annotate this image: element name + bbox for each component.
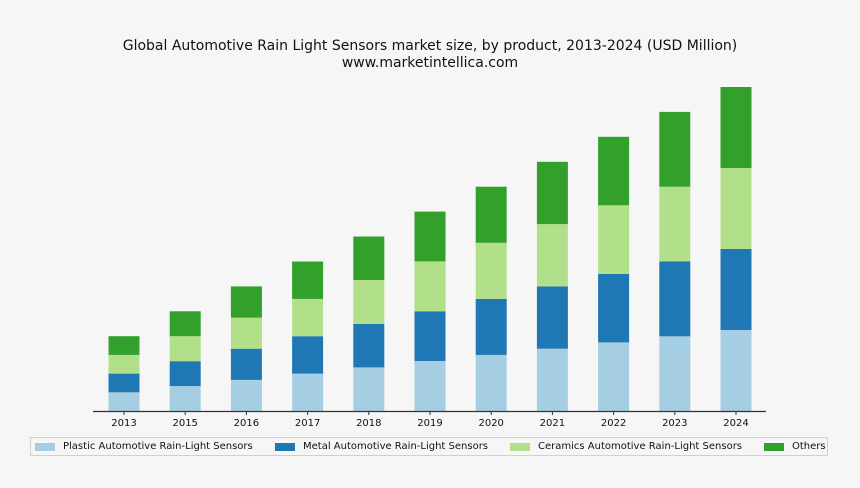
- bar-segment-2021-series-2: [536, 286, 568, 349]
- x-tick-label-2018: 2018: [356, 418, 381, 429]
- bar-segment-2023-series-2: [659, 261, 691, 337]
- legend-item-1: Plastic Automotive Rain-Light Sensors: [35, 438, 253, 455]
- bar-segment-2022-series-3: [598, 205, 630, 274]
- x-tick-label-2016: 2016: [234, 418, 259, 429]
- bar-segment-2013-series-1: [108, 392, 140, 411]
- bar-segment-2020-series-1: [475, 354, 507, 411]
- legend-swatch: [275, 442, 295, 451]
- bar-segment-2023-series-3: [659, 186, 691, 262]
- bar-segment-2016-series-2: [230, 348, 262, 380]
- bar-segment-2021-series-3: [536, 224, 568, 287]
- bar-segment-2022-series-4: [598, 136, 630, 206]
- x-tick-label-2023: 2023: [662, 418, 687, 429]
- legend-swatch: [35, 442, 55, 451]
- bar-segment-2017-series-4: [292, 261, 324, 299]
- bar-segment-2013-series-4: [108, 336, 140, 355]
- chart-title: Global Automotive Rain Light Sensors mar…: [122, 38, 738, 54]
- legend-swatch: [510, 442, 530, 451]
- x-tick-label-2015: 2015: [172, 418, 197, 429]
- x-tick-label-2021: 2021: [540, 418, 565, 429]
- bar-segment-2024-series-1: [720, 330, 752, 411]
- bar-segment-2013-series-3: [108, 354, 140, 374]
- legend: Plastic Automotive Rain-Light Sensors Met…: [30, 437, 828, 456]
- x-tick-label-2022: 2022: [601, 418, 626, 429]
- x-tick-label-2020: 2020: [478, 418, 503, 429]
- bar-segment-2022-series-2: [598, 273, 630, 343]
- legend-label: Ceramics Automotive Rain-Light Sensors: [538, 441, 743, 452]
- bar-segment-2016-series-3: [230, 317, 262, 349]
- legend-label: Plastic Automotive Rain-Light Sensors: [63, 441, 253, 452]
- bar-segment-2024-series-4: [720, 87, 752, 168]
- bar-segment-2021-series-1: [536, 348, 568, 411]
- bar-segment-2018-series-1: [353, 367, 385, 411]
- legend-label: Metal Automotive Rain-Light Sensors: [303, 441, 489, 452]
- bar-segment-2023-series-4: [659, 111, 691, 187]
- bar-segment-2016-series-4: [230, 286, 262, 318]
- bar-segment-2020-series-2: [475, 298, 507, 355]
- bar-segment-2015-series-1: [169, 386, 201, 411]
- bar-segment-2015-series-3: [169, 336, 201, 362]
- x-axis-ticks: 2013 2015 2016 2017 2018 2019 2020 2021 2022 2023…: [111, 411, 749, 429]
- bar-segment-2015-series-4: [169, 311, 201, 337]
- bar-segment-2016-series-1: [230, 379, 262, 411]
- bar-segment-2015-series-2: [169, 361, 201, 387]
- bar-segment-2017-series-3: [292, 298, 324, 337]
- bar-segment-2013-series-2: [108, 373, 140, 393]
- bar-segment-2023-series-1: [659, 336, 691, 411]
- x-tick-label-2013: 2013: [111, 418, 136, 429]
- legend-label: Others: [792, 441, 826, 452]
- chart-subtitle: www.marketintellica.com: [341, 55, 519, 71]
- x-tick-label-2024: 2024: [723, 418, 748, 429]
- legend-item-3: Ceramics Automotive Rain-Light Sensors: [510, 438, 742, 455]
- bars-group: [108, 87, 752, 411]
- legend-item-2: Metal Automotive Rain-Light Sensors: [275, 438, 488, 455]
- bar-segment-2021-series-4: [536, 161, 568, 225]
- bar-segment-2024-series-3: [720, 168, 752, 249]
- bar-segment-2018-series-4: [353, 236, 385, 281]
- bar-segment-2018-series-3: [353, 280, 385, 324]
- bar-segment-2020-series-4: [475, 186, 507, 243]
- bar-segment-2019-series-2: [414, 311, 446, 362]
- x-tick-label-2019: 2019: [417, 418, 442, 429]
- bar-segment-2019-series-1: [414, 361, 446, 411]
- bar-segment-2024-series-2: [720, 249, 752, 330]
- bar-segment-2017-series-1: [292, 373, 324, 411]
- bar-segment-2019-series-3: [414, 261, 446, 312]
- bar-segment-2018-series-2: [353, 323, 385, 368]
- legend-item-4: Others: [764, 438, 826, 455]
- bar-segment-2022-series-1: [598, 342, 630, 411]
- x-tick-label-2017: 2017: [295, 418, 320, 429]
- bar-segment-2017-series-2: [292, 336, 324, 374]
- legend-swatch: [764, 442, 784, 451]
- bar-segment-2020-series-3: [475, 242, 507, 299]
- bar-segment-2019-series-4: [414, 211, 446, 262]
